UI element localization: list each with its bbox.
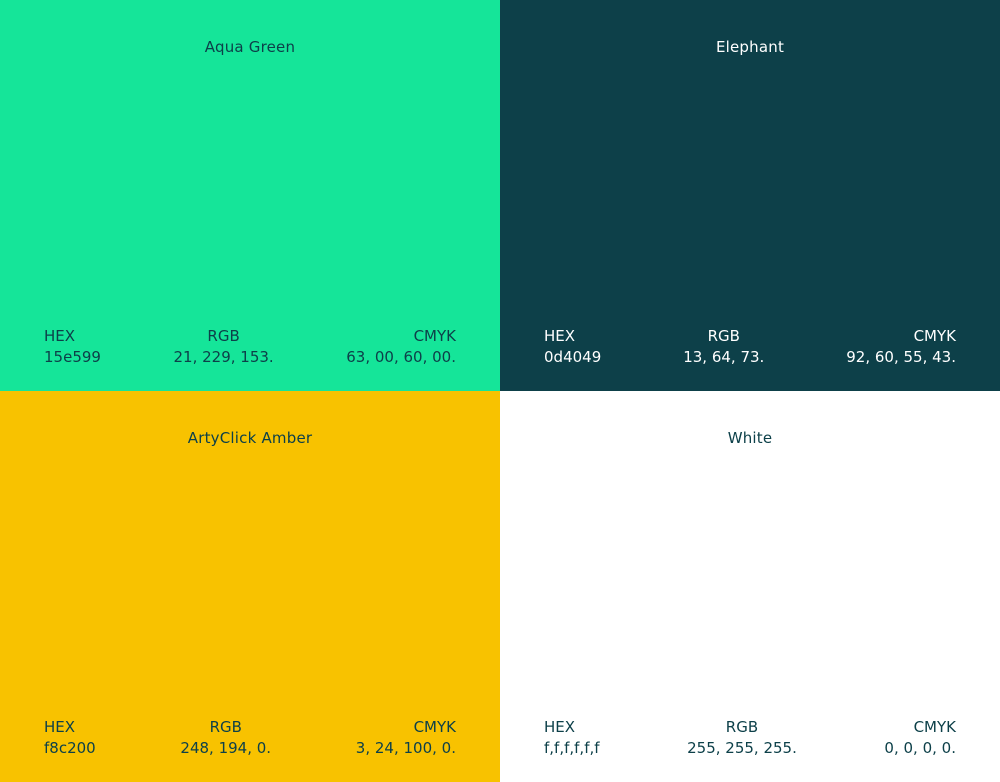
cmyk-label: CMYK (413, 327, 456, 345)
swatch-name: Aqua Green (204, 38, 296, 56)
hex-label: HEX (44, 718, 76, 736)
hex-label: HEX (544, 327, 576, 345)
cmyk-value: 0, 0, 0, 0. (884, 739, 956, 757)
hex-value: f8c200 (44, 739, 96, 757)
rgb-value: 248, 194, 0. (180, 739, 272, 757)
cmyk-code: CMYK 0, 0, 0, 0. (884, 717, 956, 759)
hex-value: 0d4049 (544, 348, 602, 366)
swatch-artyclick-amber: ArtyClick Amber HEX f8c200 RGB 248, 194,… (0, 391, 500, 782)
hex-code: HEX f,f,f,f,f,f (544, 717, 600, 759)
rgb-label: RGB (725, 718, 759, 736)
hex-label: HEX (44, 327, 76, 345)
cmyk-value: 63, 00, 60, 00. (346, 348, 456, 366)
cmyk-value: 3, 24, 100, 0. (355, 739, 456, 757)
rgb-code: RGB 21, 229, 153. (174, 326, 274, 368)
swatch-name: White (727, 429, 773, 447)
hex-code: HEX 0d4049 (544, 326, 601, 368)
swatch-aqua-green: Aqua Green HEX 15e599 RGB 21, 229, 153. … (0, 0, 500, 391)
rgb-value: 21, 229, 153. (173, 348, 274, 366)
swatch-name: Elephant (715, 38, 785, 56)
cmyk-label: CMYK (913, 718, 956, 736)
swatch-elephant: Elephant HEX 0d4049 RGB 13, 64, 73. CMYK… (500, 0, 1000, 391)
color-codes: HEX f8c200 RGB 248, 194, 0. CMYK 3, 24, … (44, 717, 456, 759)
cmyk-value: 92, 60, 55, 43. (846, 348, 956, 366)
rgb-code: RGB 255, 255, 255. (687, 717, 797, 759)
cmyk-code: CMYK 63, 00, 60, 00. (346, 326, 456, 368)
rgb-label: RGB (207, 327, 240, 345)
hex-value: f,f,f,f,f,f (544, 739, 600, 757)
color-codes: HEX 15e599 RGB 21, 229, 153. CMYK 63, 00… (44, 326, 456, 368)
rgb-value: 255, 255, 255. (687, 739, 797, 757)
swatch-name: ArtyClick Amber (187, 429, 313, 447)
cmyk-code: CMYK 92, 60, 55, 43. (846, 326, 956, 368)
swatch-white: White HEX f,f,f,f,f,f RGB 255, 255, 255.… (500, 391, 1000, 782)
hex-code: HEX f8c200 (44, 717, 96, 759)
rgb-code: RGB 248, 194, 0. (180, 717, 271, 759)
cmyk-code: CMYK 3, 24, 100, 0. (356, 717, 456, 759)
rgb-value: 13, 64, 73. (683, 348, 765, 366)
rgb-label: RGB (209, 718, 242, 736)
hex-value: 15e599 (44, 348, 101, 366)
rgb-label: RGB (707, 327, 740, 345)
color-codes: HEX 0d4049 RGB 13, 64, 73. CMYK 92, 60, … (544, 326, 956, 368)
color-codes: HEX f,f,f,f,f,f RGB 255, 255, 255. CMYK … (544, 717, 956, 759)
rgb-code: RGB 13, 64, 73. (683, 326, 764, 368)
hex-label: HEX (544, 718, 576, 736)
cmyk-label: CMYK (413, 718, 456, 736)
cmyk-label: CMYK (913, 327, 956, 345)
hex-code: HEX 15e599 (44, 326, 101, 368)
